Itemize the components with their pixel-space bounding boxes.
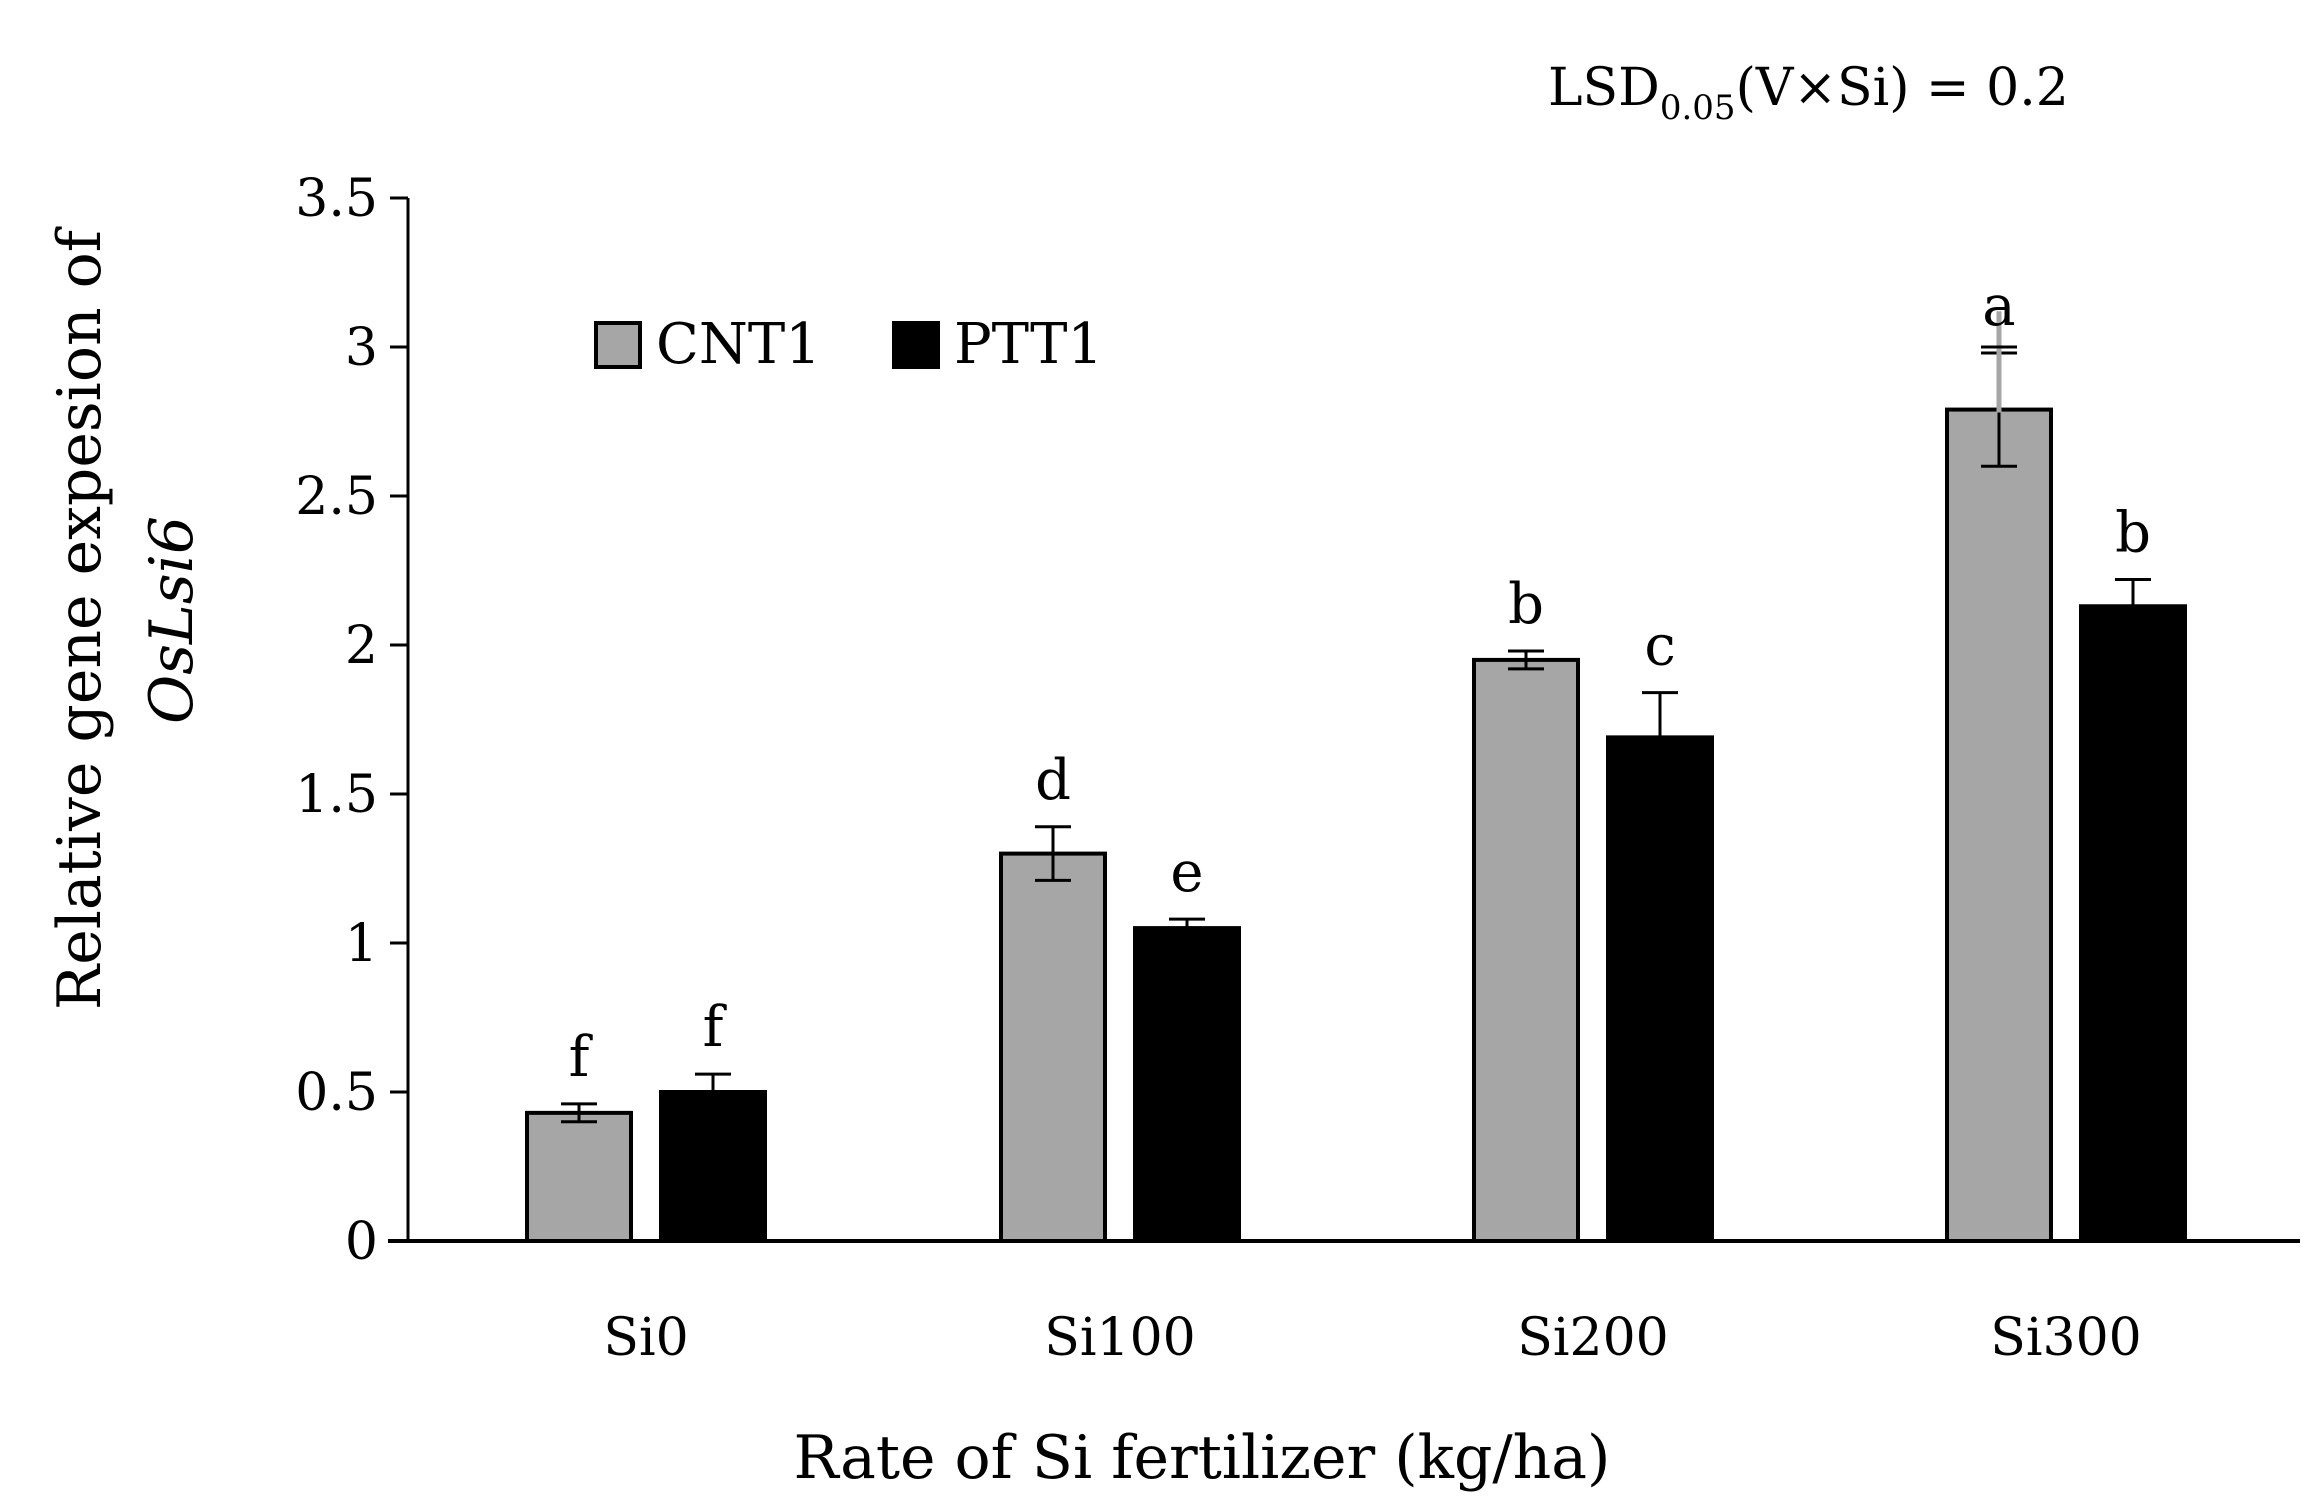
y-tick-label: 0.5 xyxy=(295,1063,378,1123)
x-category-label: Si100 xyxy=(1044,1308,1196,1368)
axes: 0 0.5 1 1.5 2 2.5 3 3.5 Si0 Si100 Si200 Si300 xyxy=(295,169,2300,1368)
y-tick-label: 2 xyxy=(345,616,378,676)
lsd-suffix: (V×Si) = 0.2 xyxy=(1736,58,2069,118)
bar-ptt1-si0 xyxy=(659,1090,767,1243)
legend-label-ptt1: PTT1 xyxy=(954,312,1103,377)
significance-letters: f d b a f e c b xyxy=(569,274,2151,1090)
significance-letter: b xyxy=(2115,500,2151,565)
bar-cnt1-si100 xyxy=(999,851,1107,1243)
legend-swatch-cnt1 xyxy=(594,321,642,369)
y-tick-label: 1.5 xyxy=(295,765,378,825)
y-tick-label: 0 xyxy=(345,1212,378,1272)
legend-label-cnt1: CNT1 xyxy=(656,312,821,377)
y-tick-label: 3 xyxy=(345,318,378,378)
significance-letter: f xyxy=(703,995,728,1060)
x-axis-title: Rate of Si fertilizer (kg/ha) xyxy=(794,1423,1611,1493)
x-category-label: Si300 xyxy=(1990,1308,2142,1368)
y-tick-label: 3.5 xyxy=(295,169,378,229)
bars xyxy=(525,407,2187,1243)
y-tick-label: 2.5 xyxy=(295,467,378,527)
significance-letter: b xyxy=(1508,572,1544,637)
significance-letter: f xyxy=(569,1025,594,1090)
legend: CNT1 PTT1 xyxy=(594,312,1103,377)
error-bars xyxy=(561,311,2151,1124)
bar-ptt1-si100 xyxy=(1133,926,1241,1243)
bar-cnt1-si0 xyxy=(525,1110,633,1243)
legend-swatch-ptt1 xyxy=(892,321,940,369)
significance-letter: e xyxy=(1170,840,1203,905)
y-axis-title-line2: OsLsi6 xyxy=(137,516,207,724)
bar-cnt1-si300 xyxy=(1945,407,2053,1243)
x-category-label: Si200 xyxy=(1517,1308,1669,1368)
y-tick-label: 1 xyxy=(345,914,378,974)
lsd-prefix: LSD xyxy=(1548,58,1660,118)
y-axis-title: Relative gene expesion of OsLsi6 xyxy=(45,226,207,1010)
significance-letter: a xyxy=(1982,274,2015,339)
y-axis-title-line1: Relative gene expesion of xyxy=(45,226,115,1010)
bar-cnt1-si200 xyxy=(1472,657,1580,1243)
significance-letter: c xyxy=(1644,614,1675,679)
bar-ptt1-si200 xyxy=(1606,735,1714,1243)
lsd-subscript: 0.05 xyxy=(1660,88,1736,128)
bar-ptt1-si300 xyxy=(2079,604,2187,1243)
lsd-annotation: LSD0.05(V×Si) = 0.2 xyxy=(1548,58,2069,128)
x-category-label: Si0 xyxy=(603,1308,688,1368)
significance-letter: d xyxy=(1035,748,1071,813)
